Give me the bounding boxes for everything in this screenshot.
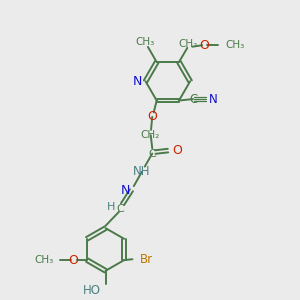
Text: O: O xyxy=(147,110,157,123)
Text: C: C xyxy=(190,93,198,106)
Text: Br: Br xyxy=(140,253,153,266)
Text: N: N xyxy=(209,93,218,106)
Text: CH₂: CH₂ xyxy=(178,39,197,49)
Text: C: C xyxy=(148,148,156,158)
Text: N: N xyxy=(121,184,130,197)
Text: CH₃: CH₃ xyxy=(225,40,244,50)
Text: O: O xyxy=(172,144,182,157)
Text: H: H xyxy=(107,202,116,212)
Text: N: N xyxy=(133,75,142,88)
Text: HO: HO xyxy=(83,284,101,297)
Text: CH₃: CH₃ xyxy=(34,255,54,265)
Text: O: O xyxy=(69,254,79,267)
Text: O: O xyxy=(199,39,209,52)
Text: NH: NH xyxy=(133,165,151,178)
Text: CH₂: CH₂ xyxy=(140,130,160,140)
Text: CH₃: CH₃ xyxy=(135,37,154,47)
Text: C: C xyxy=(117,205,124,214)
